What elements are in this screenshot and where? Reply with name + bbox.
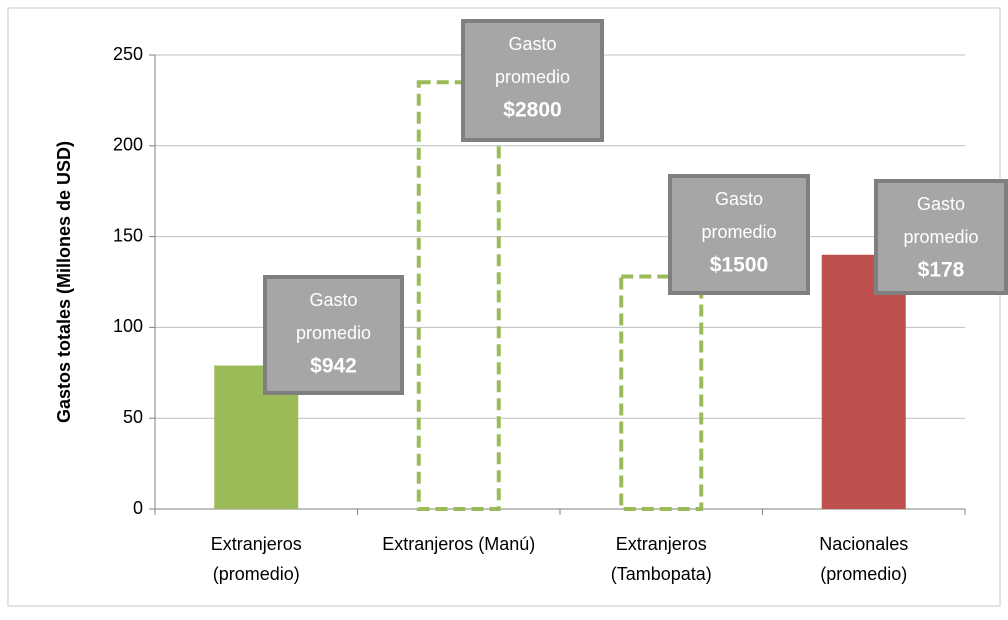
annotation-text: promedio bbox=[903, 227, 978, 247]
annotation-box bbox=[668, 174, 810, 295]
x-tick-label: (promedio) bbox=[820, 564, 907, 584]
annotation-box bbox=[461, 19, 604, 142]
bar bbox=[619, 274, 704, 511]
annotation-text: $178 bbox=[918, 259, 965, 282]
x-tick-label: (Tambopata) bbox=[611, 564, 712, 584]
annotation-text: $942 bbox=[310, 355, 357, 378]
annotation-text: Gasto bbox=[715, 189, 763, 209]
annotation-box bbox=[874, 179, 1008, 295]
annotation-text: promedio bbox=[296, 323, 371, 343]
annotation-text: Gasto bbox=[917, 194, 965, 214]
y-tick-label: 200 bbox=[113, 135, 143, 155]
y-axis-label: Gastos totales (Millones de USD) bbox=[54, 141, 74, 423]
bar bbox=[416, 80, 501, 512]
y-tick-label: 0 bbox=[133, 498, 143, 518]
y-tick-label: 250 bbox=[113, 44, 143, 64]
annotation-text: promedio bbox=[495, 67, 570, 87]
annotation-text: Gasto bbox=[309, 290, 357, 310]
annotation-text: $2800 bbox=[503, 99, 561, 122]
x-tick-label: Extranjeros bbox=[211, 534, 302, 554]
y-tick-label: 50 bbox=[123, 407, 143, 427]
annotation-text: promedio bbox=[701, 222, 776, 242]
annotation-text: $1500 bbox=[710, 254, 768, 277]
x-tick-label: (promedio) bbox=[213, 564, 300, 584]
annotation-text: Gasto bbox=[508, 34, 556, 54]
x-tick-label: Extranjeros bbox=[616, 534, 707, 554]
x-tick-label: Extranjeros (Manú) bbox=[382, 534, 535, 554]
y-tick-label: 150 bbox=[113, 225, 143, 245]
bar bbox=[821, 254, 906, 509]
x-tick-label: Nacionales bbox=[819, 534, 908, 554]
y-tick-label: 100 bbox=[113, 316, 143, 336]
annotation-box bbox=[263, 275, 404, 395]
